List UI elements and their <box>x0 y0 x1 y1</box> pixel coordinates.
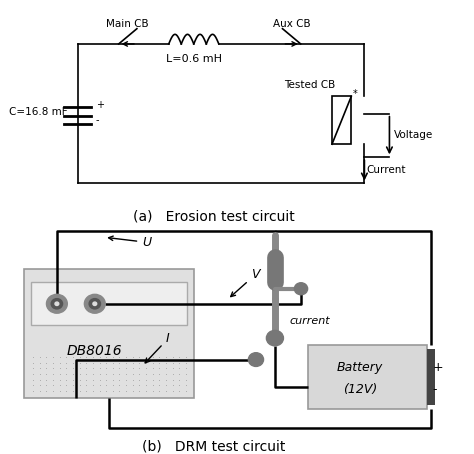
Circle shape <box>93 302 97 306</box>
Text: DB8016: DB8016 <box>67 344 123 358</box>
Text: L=0.6 mH: L=0.6 mH <box>166 54 222 64</box>
Circle shape <box>84 294 105 313</box>
FancyBboxPatch shape <box>24 269 194 398</box>
Text: Tested CB: Tested CB <box>283 80 335 90</box>
Text: (a)   Erosion test circuit: (a) Erosion test circuit <box>133 209 295 223</box>
Bar <box>332 96 351 144</box>
Bar <box>31 282 187 325</box>
Circle shape <box>51 299 63 309</box>
Text: Main CB: Main CB <box>107 20 149 30</box>
Circle shape <box>89 299 100 309</box>
Bar <box>427 349 435 405</box>
Circle shape <box>46 294 67 313</box>
FancyBboxPatch shape <box>308 345 427 409</box>
Text: Voltage: Voltage <box>394 130 433 140</box>
Circle shape <box>266 331 283 346</box>
Text: -: - <box>432 383 437 396</box>
Circle shape <box>55 302 59 306</box>
Text: -: - <box>96 115 100 125</box>
Text: (b)   DRM test circuit: (b) DRM test circuit <box>142 439 285 453</box>
Text: (12V): (12V) <box>343 383 377 396</box>
Text: V: V <box>231 268 260 296</box>
Text: +: + <box>96 100 104 110</box>
Text: Current: Current <box>367 165 406 175</box>
Text: Battery: Battery <box>337 360 383 374</box>
Text: *: * <box>353 89 357 99</box>
Text: U: U <box>109 236 151 249</box>
Circle shape <box>294 283 308 295</box>
Circle shape <box>248 353 264 366</box>
Text: C=16.8 mF: C=16.8 mF <box>9 107 68 117</box>
Text: current: current <box>289 316 330 326</box>
Text: Aux CB: Aux CB <box>273 20 310 30</box>
Text: +: + <box>432 360 443 374</box>
Text: I: I <box>145 332 170 363</box>
